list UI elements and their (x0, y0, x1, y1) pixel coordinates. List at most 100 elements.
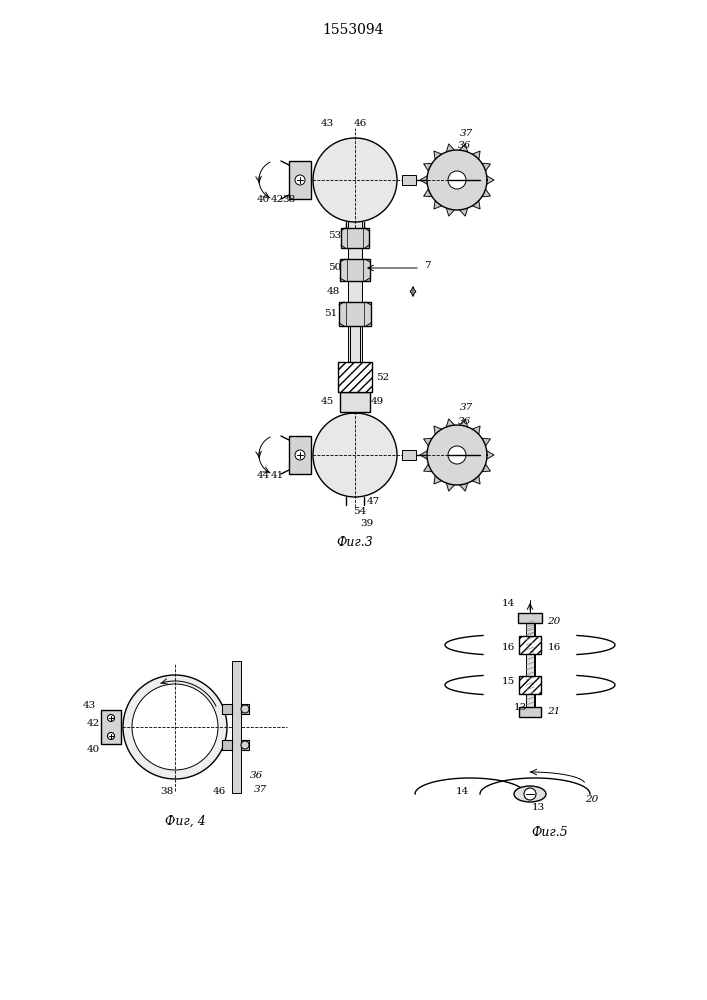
Bar (519, 707, 541, 717)
Circle shape (427, 150, 487, 210)
Polygon shape (423, 163, 432, 171)
Ellipse shape (514, 786, 546, 802)
Polygon shape (434, 426, 442, 434)
Polygon shape (446, 208, 455, 216)
Text: 7: 7 (423, 260, 431, 269)
Text: 43: 43 (83, 700, 95, 710)
Text: 20: 20 (585, 794, 599, 804)
Text: 42: 42 (270, 196, 284, 205)
Bar (518, 613, 542, 623)
Polygon shape (423, 189, 432, 197)
Text: 54: 54 (354, 506, 367, 516)
Text: 21: 21 (547, 706, 561, 716)
Bar (348, 248, 362, 259)
Text: 49: 49 (370, 397, 384, 406)
Text: 37: 37 (253, 784, 267, 794)
Text: 36: 36 (458, 416, 472, 426)
Text: 15: 15 (501, 676, 515, 686)
Text: 13: 13 (532, 802, 544, 812)
Circle shape (132, 684, 218, 770)
Text: 40: 40 (86, 744, 100, 754)
Text: 53: 53 (328, 231, 341, 239)
Text: 16: 16 (547, 643, 561, 652)
Bar (289, 161, 311, 199)
Circle shape (241, 741, 249, 749)
Text: 37: 37 (460, 403, 474, 412)
Text: 43: 43 (320, 118, 334, 127)
Polygon shape (482, 438, 491, 446)
Text: 16: 16 (501, 643, 515, 652)
Text: 20: 20 (547, 616, 561, 626)
Circle shape (448, 446, 466, 464)
Bar (222, 704, 232, 714)
Polygon shape (472, 201, 480, 209)
Text: 36: 36 (458, 141, 472, 150)
Text: 42: 42 (86, 720, 100, 728)
Text: 1553094: 1553094 (322, 23, 384, 37)
Text: 48: 48 (327, 288, 339, 296)
Polygon shape (446, 483, 455, 491)
Polygon shape (482, 163, 491, 171)
Bar (526, 613, 535, 713)
Polygon shape (486, 451, 494, 459)
Text: 52: 52 (376, 372, 390, 381)
Text: 38: 38 (160, 786, 174, 796)
Bar (339, 302, 371, 326)
Text: 41: 41 (270, 471, 284, 480)
Text: 51: 51 (325, 310, 338, 318)
Polygon shape (460, 144, 468, 152)
Polygon shape (482, 189, 491, 197)
Bar (289, 436, 311, 474)
Circle shape (427, 425, 487, 485)
Text: 38: 38 (282, 196, 296, 205)
Text: 14: 14 (501, 598, 515, 607)
Text: 36: 36 (250, 772, 262, 780)
Polygon shape (472, 151, 480, 159)
Text: 13: 13 (513, 702, 527, 712)
Bar (340, 259, 370, 281)
Bar (519, 636, 541, 654)
Polygon shape (423, 464, 432, 472)
Polygon shape (446, 144, 455, 152)
Polygon shape (460, 208, 468, 216)
Bar (519, 636, 541, 654)
Polygon shape (460, 483, 468, 491)
Bar (348, 281, 362, 302)
Circle shape (241, 705, 249, 713)
Text: 46: 46 (354, 118, 367, 127)
Bar (341, 228, 369, 248)
Polygon shape (434, 201, 442, 209)
Circle shape (107, 714, 115, 722)
Text: 14: 14 (455, 788, 469, 796)
Bar (350, 326, 360, 362)
Bar (340, 392, 370, 412)
Text: Фиг, 4: Фиг, 4 (165, 814, 205, 828)
Circle shape (295, 450, 305, 460)
Circle shape (448, 171, 466, 189)
Bar (402, 450, 416, 460)
Polygon shape (420, 176, 427, 184)
Circle shape (107, 732, 115, 740)
Circle shape (313, 138, 397, 222)
Circle shape (313, 413, 397, 497)
Text: 45: 45 (320, 396, 334, 406)
Bar (101, 710, 121, 744)
Polygon shape (482, 464, 491, 472)
Polygon shape (423, 438, 432, 446)
Text: Фиг.5: Фиг.5 (532, 826, 568, 838)
Polygon shape (420, 451, 427, 459)
Bar (338, 362, 372, 392)
Text: 39: 39 (361, 518, 373, 528)
Circle shape (295, 175, 305, 185)
Text: 46: 46 (212, 786, 226, 796)
Circle shape (123, 675, 227, 779)
Polygon shape (460, 419, 468, 427)
Polygon shape (472, 476, 480, 484)
Text: 47: 47 (366, 496, 380, 506)
Text: 50: 50 (328, 262, 341, 271)
Polygon shape (486, 176, 494, 184)
Bar (402, 175, 416, 185)
Bar (519, 676, 541, 694)
Polygon shape (434, 476, 442, 484)
Bar (232, 661, 241, 793)
